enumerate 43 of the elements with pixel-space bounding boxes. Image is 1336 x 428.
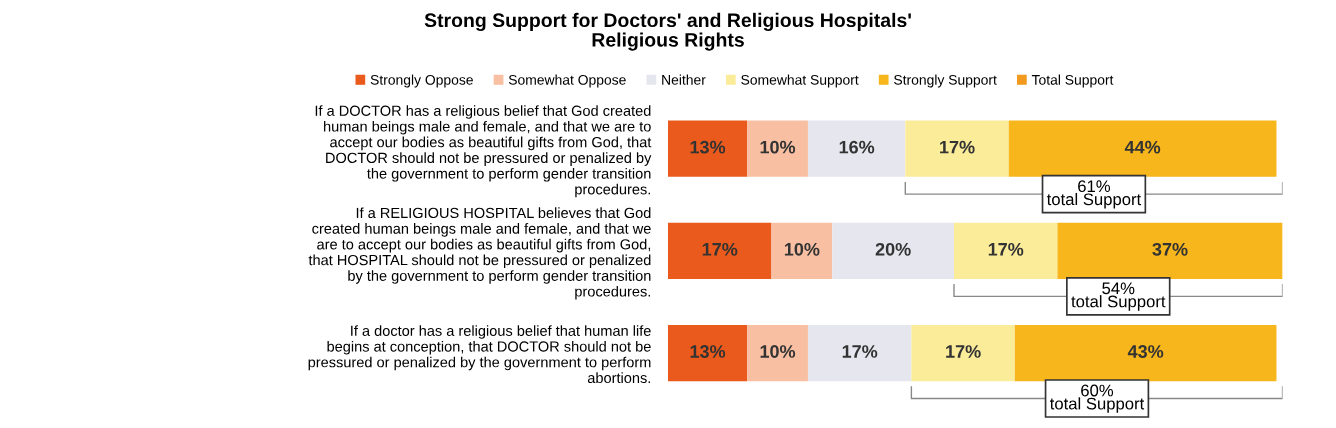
data-label: 13% [690, 140, 726, 154]
data-label: 17% [940, 140, 975, 154]
annotation: 61% total Support [1046, 180, 1142, 209]
data-label: 17% [946, 345, 981, 358]
bar [1057, 222, 1283, 279]
data-label: 17% [988, 242, 1024, 256]
data-label: 17% [842, 345, 878, 358]
bar [905, 120, 1009, 177]
data-label: 13% [690, 345, 726, 358]
legend-label: Neither [662, 74, 706, 85]
data-label: 10% [784, 242, 820, 256]
bar [807, 120, 906, 177]
bar [911, 324, 1015, 382]
bar [832, 222, 954, 279]
annotation: 54% total Support [1071, 282, 1166, 311]
data-label: 20% [875, 242, 911, 256]
bar [668, 120, 748, 177]
data-label: 10% [760, 140, 796, 154]
bar [953, 222, 1058, 279]
data-label: 44% [1124, 140, 1161, 154]
bar [747, 324, 808, 382]
data-label: 37% [1152, 242, 1188, 256]
legend-label: Somewhat Support [741, 74, 859, 88]
bar [668, 324, 748, 382]
data-label: 17% [702, 242, 738, 256]
legend-label: Total Support [1031, 74, 1114, 88]
y-tick-label: If a DOCTOR has a religious belief that God created human beings male and female, and that we are to accept our bodies as beautiful gifts from God, that DOCTOR should not be pressured or penalized by the government to perform gender transition procedures. [315, 105, 652, 198]
legend-label: Strongly Support [894, 74, 997, 88]
y-tick-label: If a RELIGIOUS HOSPITAL believes that God created human beings male and female, and that we are to accept our bodies as beautiful gifts from God, that HOSPITAL should not be pressured or penalized by the government to perform gender transition procedures. [308, 207, 651, 300]
bar [747, 120, 808, 177]
legend-label: Somewhat Oppose [508, 74, 626, 88]
legend-label: Strongly Oppose [370, 74, 473, 88]
bar [771, 222, 833, 279]
data-label: 16% [839, 140, 875, 154]
y-tick-label: If a doctor has a religious belief that human life begins at conception, that DOCTOR should not be pressured or penalized by the government to perform abortions. [308, 325, 651, 384]
data-label: 43% [1127, 345, 1164, 358]
annotation: 60% total Support [1049, 384, 1145, 413]
bar [1008, 120, 1277, 177]
bar [1014, 324, 1277, 382]
chart-title: Strong Support for Doctors' and Religious Hospitals' Religious Rights [424, 12, 911, 51]
data-label: 10% [760, 345, 796, 358]
bar [668, 222, 772, 279]
bar [807, 324, 912, 382]
